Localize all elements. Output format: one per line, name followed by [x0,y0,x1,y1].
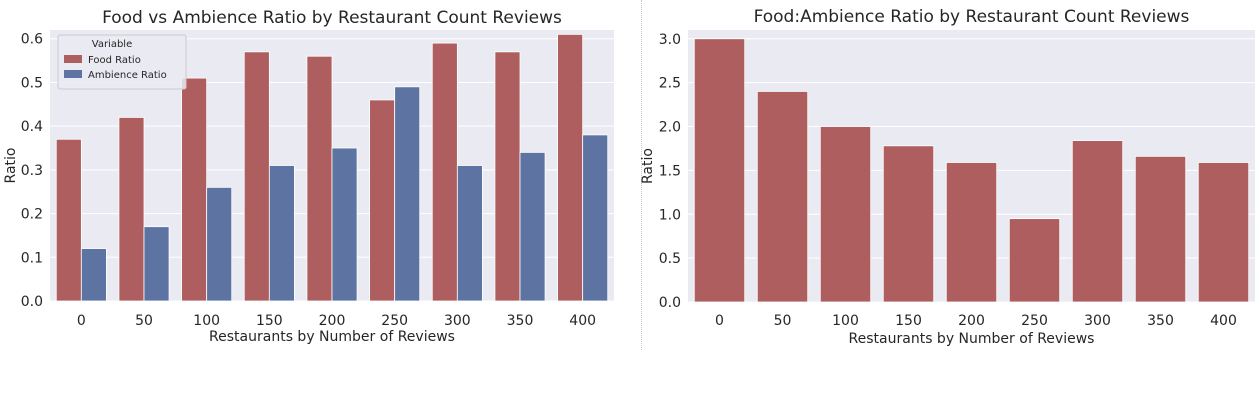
bar-ambience-ratio-400 [582,134,609,302]
x-tick-label: 400 [1210,313,1237,329]
legend: Variable Food Ratio Ambience Ratio [57,34,187,90]
bar-food-ratio-250 [369,99,396,302]
y-tick-label: 0.5 [21,75,43,91]
bar-ratio-350 [1134,155,1187,303]
bar-ambience-ratio-350 [519,151,546,302]
legend-label: Food Ratio [88,55,141,66]
x-tick-label: 100 [193,313,220,329]
y-tick-label: 0.0 [659,295,681,311]
x-tick-label: 50 [135,313,153,329]
bar-ambience-ratio-0 [80,248,107,302]
bar-food-ratio-0 [55,138,82,302]
legend-title: Variable [92,39,133,50]
bar-ratio-400 [1197,162,1250,303]
bar-food-ratio-50 [118,117,145,302]
y-tick-label: 0.5 [659,251,681,267]
legend-label: Ambience Ratio [88,70,167,81]
x-tick-label: 300 [444,313,471,329]
x-tick-label: 0 [715,313,724,329]
y-tick-label: 0.6 [21,32,43,48]
x-tick-label: 250 [381,313,408,329]
cell-divider [641,0,642,350]
y-tick-label: 0.0 [21,294,43,310]
x-tick-label: 250 [1021,313,1048,329]
x-tick-label: 350 [507,313,534,329]
bar-ambience-ratio-100 [206,186,233,302]
y-tick-label: 3.0 [659,32,681,48]
x-tick-label: 300 [1084,313,1111,329]
bar-food-ratio-100 [181,77,208,302]
chart-1: 0.0 0.1 0.2 0.3 0.4 0.5 0.6 0 50 100 150 200 250 300 3… [3,8,614,345]
bar-ambience-ratio-50 [143,226,170,302]
chart-title: Food vs Ambience Ratio by Restaurant Cou… [102,8,562,28]
y-axis-label: Ratio [3,148,19,184]
chart-2: 0.0 0.5 1.0 1.5 2.0 2.5 3.0 0 50 100 150 200 250 300 3… [640,7,1255,347]
bar-food-ratio-200 [306,55,333,302]
y-tick-label: 0.2 [21,207,43,223]
x-tick-label: 100 [832,313,859,329]
x-tick-label: 150 [895,313,922,329]
bar-ambience-ratio-150 [268,165,295,302]
x-tick-label: 400 [569,313,596,329]
bar-ratio-150 [882,145,935,303]
bar-food-ratio-150 [243,51,270,302]
y-axis-label: Ratio [640,148,656,184]
bar-ratio-100 [819,126,872,303]
legend-swatch [64,55,82,63]
bar-food-ratio-300 [431,42,458,302]
y-tick-label: 0.1 [21,250,43,266]
x-axis-label: Restaurants by Number of Reviews [849,331,1095,347]
bar-ratio-0 [693,38,746,303]
bar-ratio-200 [945,162,998,303]
bar-ratio-300 [1071,140,1124,303]
y-tick-label: 1.0 [659,207,681,223]
y-tick-label: 2.5 [659,76,681,92]
bar-ratio-50 [756,91,809,303]
legend-swatch [64,70,82,78]
x-tick-label: 200 [319,313,346,329]
legend-box [57,34,187,90]
x-tick-label: 50 [774,313,792,329]
bar-food-ratio-400 [557,33,584,302]
y-tick-label: 1.5 [659,163,681,179]
x-axis-label: Restaurants by Number of Reviews [209,329,455,345]
bar-ambience-ratio-200 [331,147,358,302]
y-tick-label: 0.3 [21,163,43,179]
x-tick-label: 150 [256,313,283,329]
x-tick-label: 200 [958,313,985,329]
chart-title: Food:Ambience Ratio by Restaurant Count … [754,7,1190,27]
bar-food-ratio-350 [494,51,521,302]
x-tick-label: 0 [77,313,86,329]
bar-ratio-250 [1008,218,1061,303]
y-tick-label: 2.0 [659,120,681,136]
bar-ambience-ratio-250 [394,86,421,302]
x-tick-label: 350 [1147,313,1174,329]
y-tick-label: 0.4 [21,119,43,135]
bar-ambience-ratio-300 [456,165,483,302]
